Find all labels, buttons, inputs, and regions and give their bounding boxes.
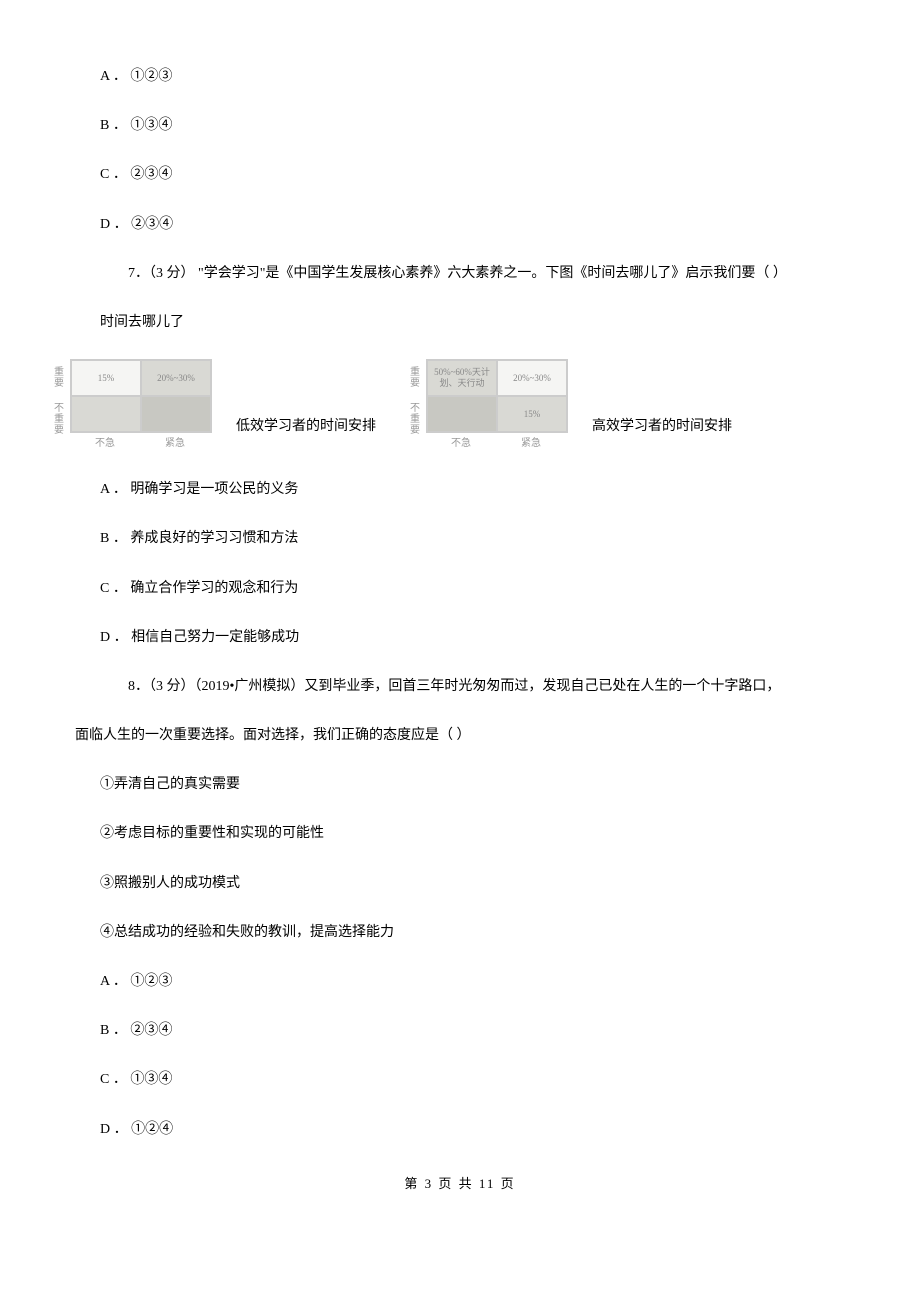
axis-y-top: 重要 [410, 367, 424, 389]
q8-option-d[interactable]: D ． ①②④ [100, 1117, 850, 1142]
matrix-low-caption: 低效学习者的时间安排 [236, 414, 376, 453]
q8-statement-4: ④总结成功的经验和失败的教训，提高选择能力 [100, 920, 850, 945]
axis-x-right: 紧急 [140, 435, 210, 453]
q8-statement-3: ③照搬别人的成功模式 [100, 871, 850, 896]
matrix-cell: 15% [497, 396, 567, 432]
q7-subtitle: 时间去哪儿了 [100, 310, 850, 335]
q8-option-b[interactable]: B ． ②③④ [100, 1018, 850, 1043]
matrix-cell [71, 396, 141, 432]
q7-option-d[interactable]: D ． 相信自己努力一定能够成功 [100, 625, 850, 650]
axis-x-right: 紧急 [496, 435, 566, 453]
axis-y-bottom: 不重要 [410, 403, 424, 436]
q8-stem: 8．（3 分）（2019•广州模拟）又到毕业季，回首三年时光匆匆而过，发现自己已… [100, 674, 850, 699]
q6-option-b[interactable]: B ． ①③④ [100, 113, 850, 138]
matrix-high: 重要 不重要 50%~60%天计划、天行动20%~30%15% 不急 紧急 [426, 359, 568, 453]
q8-stem-2: 面临人生的一次重要选择。面对选择，我们正确的态度应是（ ） [75, 723, 850, 748]
q8-option-a[interactable]: A ． ①②③ [100, 969, 850, 994]
matrix-cell: 20%~30% [141, 360, 211, 396]
q7-option-b[interactable]: B ． 养成良好的学习习惯和方法 [100, 526, 850, 551]
q7-diagram-row: 重要 不重要 15%20%~30% 不急 紧急 低效学习者的时间安排 重要 不重… [70, 359, 850, 453]
q8-statement-1: ①弄清自己的真实需要 [100, 772, 850, 797]
axis-y-top: 重要 [54, 367, 68, 389]
q6-option-c[interactable]: C ． ②③④ [100, 162, 850, 187]
matrix-cell [141, 396, 211, 432]
matrix-cell: 20%~30% [497, 360, 567, 396]
matrix-cell: 15% [71, 360, 141, 396]
axis-x-left: 不急 [70, 435, 140, 453]
page-footer: 第 3 页 共 11 页 [70, 1172, 850, 1195]
axis-x-left: 不急 [426, 435, 496, 453]
matrix-high-caption: 高效学习者的时间安排 [592, 414, 732, 453]
q8-option-c[interactable]: C ． ①③④ [100, 1067, 850, 1092]
q6-option-d[interactable]: D ． ②③④ [100, 212, 850, 237]
matrix-cell: 50%~60%天计划、天行动 [427, 360, 497, 396]
q8-statement-2: ②考虑目标的重要性和实现的可能性 [100, 821, 850, 846]
q6-option-a[interactable]: A ． ①②③ [100, 64, 850, 89]
matrix-cell [427, 396, 497, 432]
q7-option-c[interactable]: C ． 确立合作学习的观念和行为 [100, 576, 850, 601]
q7-stem: 7．（3 分） "学会学习"是《中国学生发展核心素养》六大素养之一。下图《时间去… [100, 261, 850, 286]
axis-y-bottom: 不重要 [54, 403, 68, 436]
q7-option-a[interactable]: A ． 明确学习是一项公民的义务 [100, 477, 850, 502]
matrix-low: 重要 不重要 15%20%~30% 不急 紧急 [70, 359, 212, 453]
